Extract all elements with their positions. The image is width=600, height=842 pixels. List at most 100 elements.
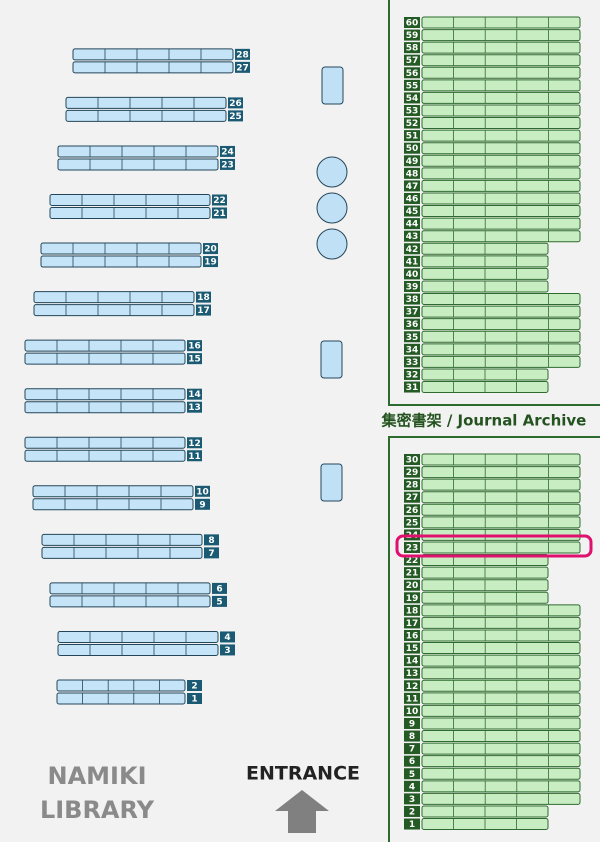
shelf-number: 8 (208, 536, 214, 546)
shelf (421, 79, 581, 92)
shelf-number-box (187, 340, 202, 352)
shelf-number: 21 (406, 569, 419, 579)
round-table (316, 156, 348, 188)
shelf-number: 9 (409, 719, 415, 729)
library-name: NAMIKI (48, 762, 147, 790)
round-table (316, 192, 348, 224)
shelf (421, 142, 581, 155)
shelf-number: 5 (409, 770, 415, 780)
shelf-number: 57 (406, 56, 419, 66)
shelf-number: 14 (188, 390, 201, 400)
shelf-number-box (404, 604, 420, 616)
shelf-number: 4 (409, 782, 415, 792)
shelf-number: 42 (406, 245, 419, 255)
shelf (421, 318, 581, 331)
shelf-number: 2 (409, 807, 415, 817)
shelf (421, 167, 581, 180)
shelf-number: 2 (191, 682, 197, 692)
shelf-number: 47 (406, 182, 419, 192)
shelf (41, 546, 203, 559)
shelf-number: 59 (406, 31, 419, 41)
shelf (421, 129, 581, 142)
shelf-number: 35 (406, 333, 419, 343)
shelf-number: 39 (406, 282, 419, 292)
shelf-number-box (195, 485, 210, 497)
shelf (421, 343, 581, 356)
shelf-number-box (404, 629, 420, 641)
shelf-number: 5 (216, 597, 222, 607)
table (320, 463, 343, 502)
shelf-number: 27 (236, 63, 249, 73)
shelf-number-box (195, 498, 210, 510)
shelf-number: 40 (406, 270, 419, 280)
shelf-number-box (404, 17, 420, 28)
shelf-number-box (404, 454, 420, 465)
shelf (41, 533, 203, 546)
shelf (24, 401, 186, 414)
shelf (421, 667, 581, 680)
shelf-number-box (404, 54, 420, 66)
shelf-number: 49 (406, 157, 419, 167)
shelf-number: 22 (406, 556, 419, 566)
shelf-number-box (212, 595, 227, 607)
shelf (49, 595, 211, 608)
shelf-number: 54 (406, 94, 419, 104)
shelf (421, 217, 581, 230)
shelf-number-box (404, 642, 420, 654)
shelf-number-box (404, 680, 420, 692)
shelf-number: 25 (406, 518, 419, 528)
shelf-number-box (404, 180, 420, 192)
shelf (421, 642, 581, 655)
shelf-number: 15 (188, 355, 201, 365)
shelf-number-box (404, 117, 420, 129)
shelf-number-box (404, 293, 420, 305)
shelf-number-box (404, 130, 420, 142)
shelf-number: 16 (406, 631, 419, 641)
shelf (24, 388, 186, 401)
shelf-number: 56 (406, 69, 419, 79)
shelf-number-box (404, 466, 420, 478)
shelf-number: 10 (196, 487, 209, 497)
shelf-number-box (235, 61, 250, 73)
shelf-number: 7 (208, 549, 214, 559)
shelf (57, 158, 219, 171)
shelf-number-box (404, 356, 420, 368)
shelf (421, 742, 581, 755)
shelf-number: 29 (406, 468, 419, 478)
shelf-number: 21 (213, 209, 226, 219)
shelf-number-box (404, 730, 420, 742)
shelf-number: 17 (406, 619, 419, 629)
shelf-number-box (220, 644, 235, 656)
shelf-number-box (404, 793, 420, 805)
shelf-number-box (404, 504, 420, 516)
shelf-number: 19 (406, 594, 419, 604)
shelf-number: 28 (236, 50, 249, 60)
shelf-number: 48 (406, 169, 419, 179)
shelf (421, 66, 581, 79)
shelf-number-box (404, 167, 420, 179)
shelf-number: 23 (406, 543, 419, 553)
shelf (32, 498, 194, 511)
shelf-number-box (404, 343, 420, 355)
shelf-number-box (404, 755, 420, 767)
shelf-number: 34 (406, 345, 419, 355)
highlight (395, 534, 593, 558)
shelf-number: 1 (409, 820, 415, 830)
shelf-number: 30 (406, 456, 419, 466)
shelf-number-box (404, 255, 420, 267)
shelf-number-box (404, 218, 420, 230)
shelf-number-box (204, 547, 219, 559)
shelf-number-box (204, 534, 219, 546)
shelf (421, 792, 581, 805)
shelf-number-box (404, 692, 420, 704)
shelf (421, 466, 581, 479)
shelf-number-box (404, 381, 420, 393)
shelf-number-box (404, 280, 420, 292)
shelf-number: 38 (406, 295, 419, 305)
shelf-number-box (404, 79, 420, 91)
shelf-number-box (404, 479, 420, 491)
shelf-number-box (212, 194, 227, 206)
shelf (49, 207, 211, 219)
shelf (421, 616, 581, 629)
